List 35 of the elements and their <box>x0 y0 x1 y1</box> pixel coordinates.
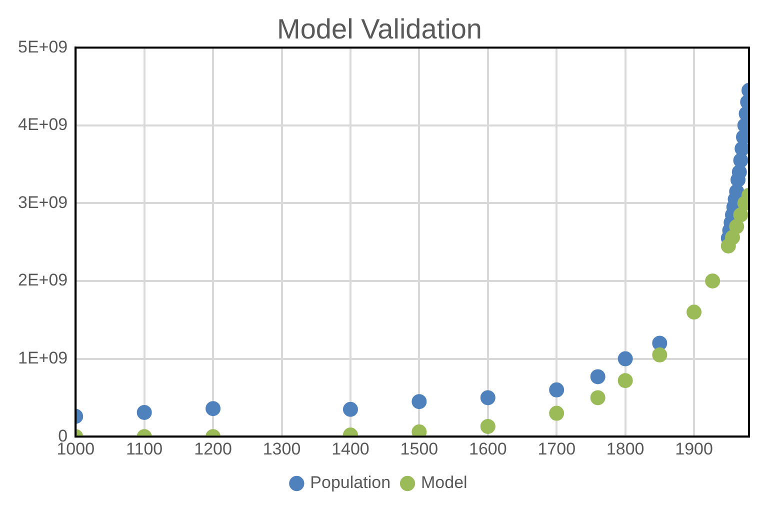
point <box>618 373 633 388</box>
y-tick-label: 2E+09 <box>18 270 68 290</box>
point <box>480 390 496 406</box>
point <box>136 404 152 420</box>
point <box>549 406 564 421</box>
x-tick-label: 1600 <box>468 439 507 458</box>
x-tick-label: 1800 <box>606 439 644 458</box>
y-tick-label: 4E+09 <box>18 115 68 134</box>
y-tick-label: 3E+09 <box>18 192 68 212</box>
point <box>733 207 748 222</box>
y-tick-label: 5E+09 <box>18 37 68 56</box>
x-tick-label: 1900 <box>675 439 713 458</box>
point <box>412 394 427 410</box>
point <box>705 274 720 288</box>
point <box>652 347 668 362</box>
x-tick-label: 1500 <box>400 439 438 458</box>
point <box>590 390 606 406</box>
x-tick-label: 1300 <box>262 439 301 458</box>
x-tick-label: 1200 <box>194 439 232 458</box>
legend-label: Model <box>421 473 468 492</box>
point <box>686 304 702 320</box>
point <box>206 401 221 416</box>
point <box>729 219 744 234</box>
point <box>342 402 358 417</box>
point <box>480 418 496 434</box>
point <box>618 351 633 366</box>
chart-title: Model Validation <box>277 14 482 45</box>
x-tick-label: 1400 <box>332 439 370 458</box>
y-tick-label: 1E+09 <box>18 348 68 368</box>
point <box>412 424 427 437</box>
point <box>549 382 564 398</box>
point <box>590 369 606 384</box>
x-tick-label: 1100 <box>126 439 163 458</box>
legend-label: Population <box>310 473 391 492</box>
x-tick-label: 1700 <box>538 439 576 458</box>
